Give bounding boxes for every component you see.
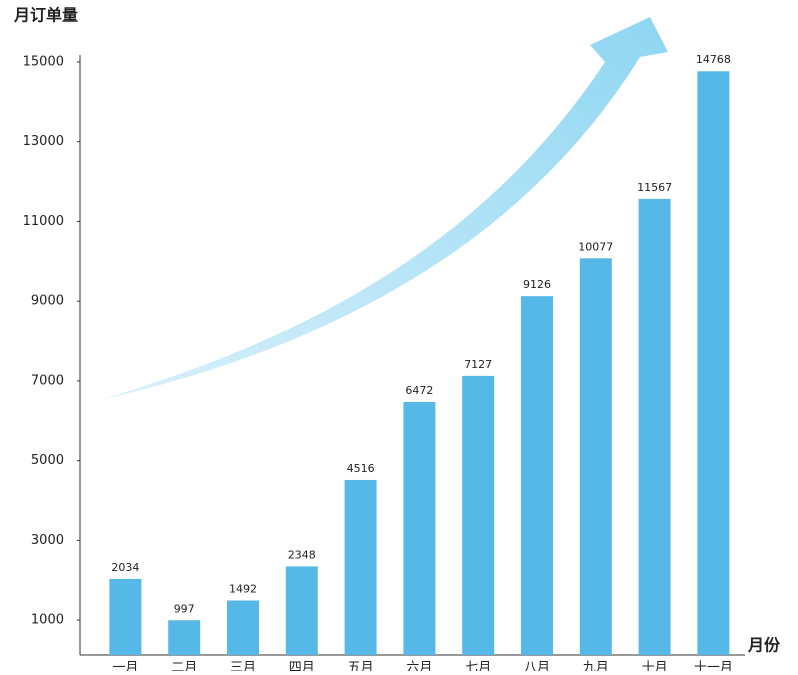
value-label: 4516 bbox=[347, 462, 375, 475]
x-tick-label: 五月 bbox=[348, 661, 374, 672]
bar bbox=[109, 578, 142, 655]
bar bbox=[227, 600, 259, 655]
value-label: 2034 bbox=[111, 561, 139, 574]
bar bbox=[168, 620, 201, 655]
value-label: 9126 bbox=[523, 278, 551, 291]
bar bbox=[285, 566, 318, 655]
value-label: 6472 bbox=[405, 384, 433, 397]
value-label: 1492 bbox=[229, 583, 257, 596]
value-label: 2348 bbox=[288, 548, 316, 561]
y-tick-label: 5000 bbox=[31, 453, 64, 468]
x-tick-label: 十一月 bbox=[694, 661, 733, 672]
y-tick-label: 3000 bbox=[31, 533, 64, 548]
bar bbox=[579, 258, 612, 655]
value-label: 14768 bbox=[696, 53, 731, 66]
x-tick-label: 八月 bbox=[524, 661, 550, 672]
value-label: 997 bbox=[174, 602, 195, 615]
y-tick-label: 11000 bbox=[23, 214, 64, 229]
x-tick-label: 三月 bbox=[230, 661, 256, 672]
x-tick-label: 一月 bbox=[112, 661, 138, 672]
y-tick-label: 13000 bbox=[23, 134, 64, 149]
bar bbox=[403, 401, 436, 655]
bar bbox=[462, 375, 495, 655]
bar bbox=[521, 296, 553, 655]
trend-arrow bbox=[100, 17, 668, 400]
bar bbox=[344, 479, 377, 655]
y-axis-title: 月订单量 bbox=[13, 6, 78, 25]
x-tick-label: 四月 bbox=[289, 661, 315, 672]
value-label: 10077 bbox=[578, 240, 613, 253]
y-tick-label: 1000 bbox=[31, 613, 64, 628]
y-tick-label: 9000 bbox=[31, 294, 64, 309]
x-axis-title: 月份 bbox=[747, 636, 781, 655]
y-tick-label: 15000 bbox=[23, 55, 64, 70]
y-tick-label: 7000 bbox=[31, 373, 64, 388]
x-tick-label: 二月 bbox=[171, 661, 197, 672]
x-tick-label: 九月 bbox=[583, 661, 609, 672]
value-label: 11567 bbox=[637, 181, 672, 194]
x-tick-label: 六月 bbox=[406, 661, 432, 672]
value-label: 7127 bbox=[464, 358, 492, 371]
bar bbox=[697, 71, 730, 655]
x-tick-label: 十月 bbox=[642, 661, 668, 672]
bar bbox=[638, 198, 671, 655]
x-tick-label: 七月 bbox=[465, 661, 491, 672]
